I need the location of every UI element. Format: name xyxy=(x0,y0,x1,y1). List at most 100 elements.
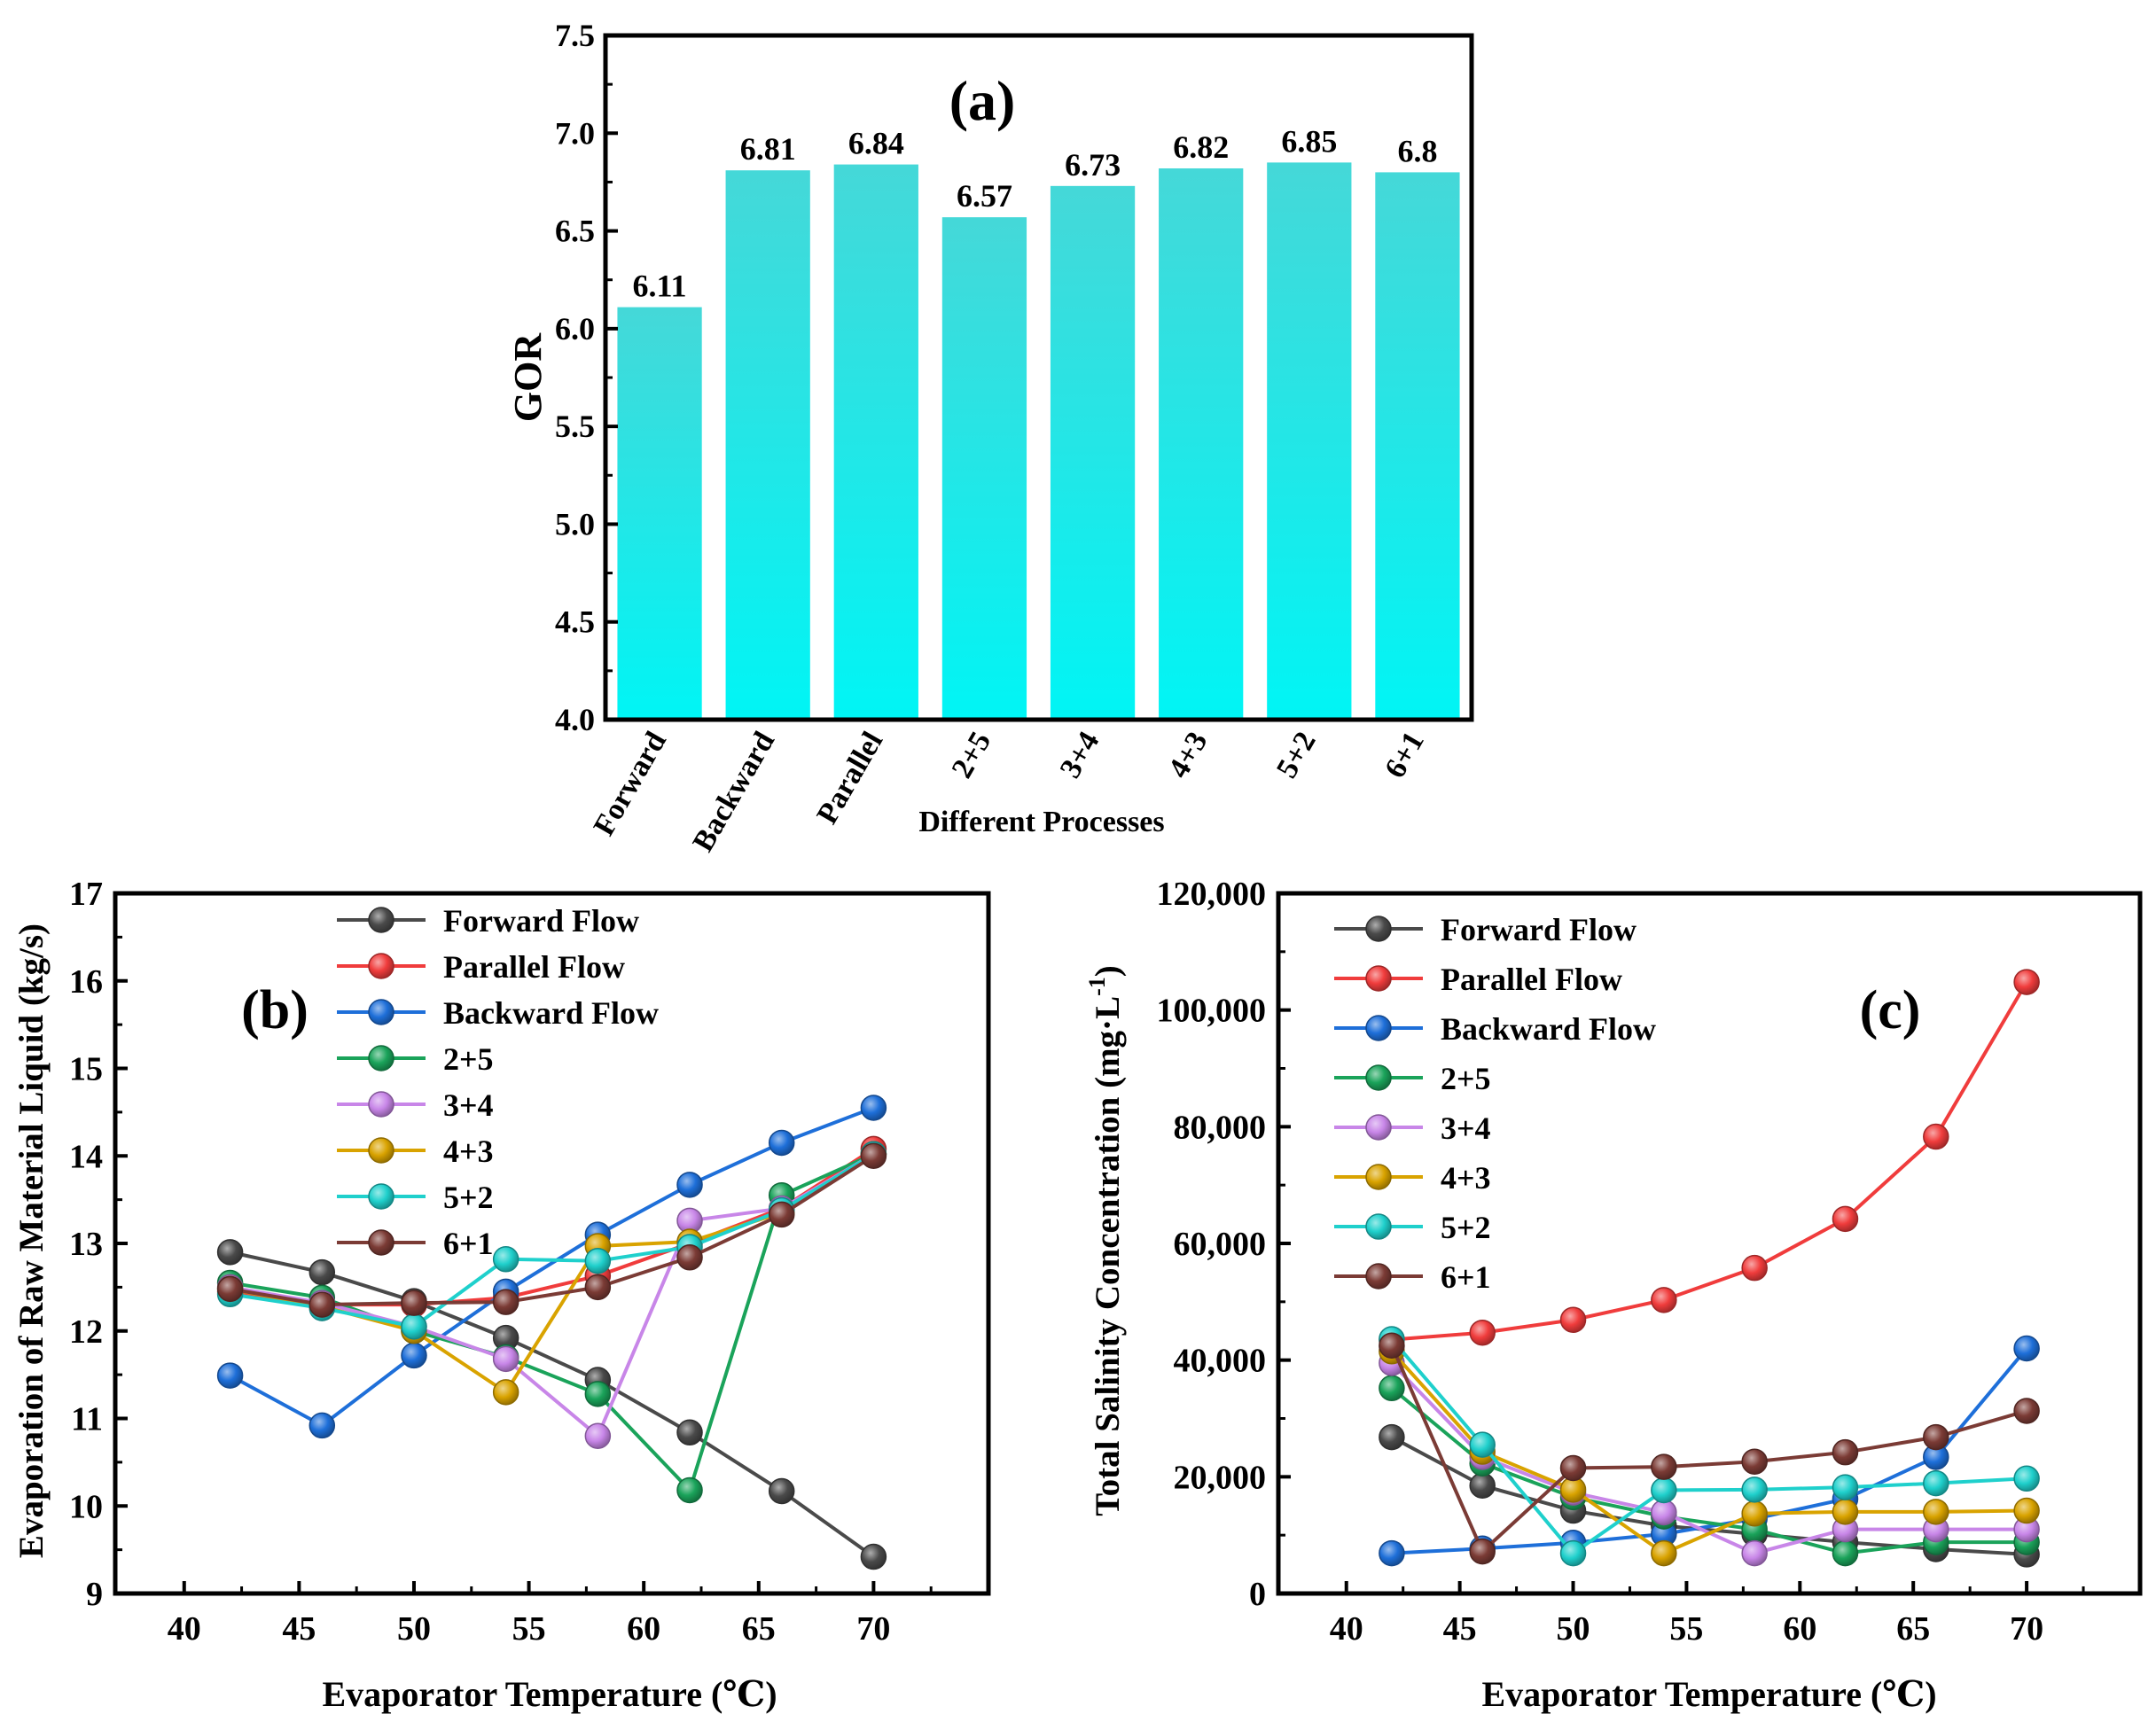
b-y-tick-label: 17 xyxy=(69,876,103,913)
panel-c-line-chart: 020,00040,00060,00080,000100,000120,000 … xyxy=(1084,876,2143,1714)
b-data-point xyxy=(216,1239,244,1266)
b-data-point xyxy=(309,1258,336,1286)
c-legend-marker xyxy=(1365,916,1392,942)
b-x-tick-label: 40 xyxy=(168,1610,201,1648)
b-data-point xyxy=(401,1290,427,1316)
c-series xyxy=(1379,969,2040,1568)
c-series-line xyxy=(1391,1347,2028,1555)
b-data-point xyxy=(768,1201,795,1228)
b-series xyxy=(216,1095,887,1570)
b-x-axis-title: Evaporator Temperature (℃) xyxy=(322,1674,777,1714)
a-x-tick-label: 5+2 xyxy=(1270,727,1323,784)
b-data-point xyxy=(492,1379,519,1406)
a-bars xyxy=(617,162,1460,721)
b-data-point xyxy=(584,1274,612,1301)
c-data-point xyxy=(1832,1438,1859,1466)
b-legend-label: 4+3 xyxy=(443,1134,494,1169)
b-data-point xyxy=(860,1142,887,1169)
a-value-label: 6.81 xyxy=(740,131,796,167)
a-panel-label: (a) xyxy=(949,69,1016,132)
b-data-point xyxy=(492,1289,519,1315)
c-data-point xyxy=(1832,1205,1859,1233)
c-series-6-1 xyxy=(1379,1332,2040,1565)
b-data-point xyxy=(584,1381,612,1407)
c-series-line xyxy=(1390,1435,2027,1556)
c-legend-label: Backward Flow xyxy=(1441,1011,1656,1047)
b-y-tick-label: 16 xyxy=(69,963,103,1001)
c-y-tick-label: 60,000 xyxy=(1174,1226,1267,1263)
b-legend: Forward Flow Parallel Flow Backward Flow 2+… xyxy=(337,903,659,1261)
b-y-ticks: 9 10 11 12 13 14 15 16 17 xyxy=(69,876,128,1613)
a-y-tick-label: 7.0 xyxy=(555,115,595,151)
a-value-labels: 6.11 6.81 6.84 6.57 6.73 6.82 6.85 6.8 xyxy=(633,123,1438,303)
c-legend-marker xyxy=(1365,1015,1392,1041)
c-data-point xyxy=(1741,1477,1768,1503)
c-x-axis-title: Evaporator Temperature (℃) xyxy=(1481,1674,1936,1714)
c-data-point xyxy=(1651,1287,1677,1313)
a-y-tick-label: 4.0 xyxy=(555,702,595,737)
c-y-tick-label: 100,000 xyxy=(1157,993,1267,1030)
c-data-point xyxy=(1651,1499,1677,1526)
b-legend-marker xyxy=(368,1045,394,1071)
b-x-tick-label: 65 xyxy=(742,1610,776,1648)
b-data-point xyxy=(676,1419,703,1446)
c-x-tick-label: 70 xyxy=(2010,1610,2043,1648)
b-data-point xyxy=(584,1248,612,1274)
b-series-line xyxy=(230,1154,875,1307)
c-data-point xyxy=(1469,1431,1496,1458)
b-series-6-1 xyxy=(216,1142,887,1318)
a-bar-3+4 xyxy=(1050,185,1136,721)
c-y-ticks: 0 20,000 40,000 60,000 80,000 100,000 120,000 xyxy=(1157,876,1291,1613)
c-y-tick-label: 40,000 xyxy=(1174,1343,1267,1380)
c-data-point xyxy=(2013,1335,2040,1362)
a-x-tick-label: Backward xyxy=(686,726,781,857)
c-legend: Forward Flow Parallel Flow Backward Flow 2+… xyxy=(1334,912,1656,1295)
b-legend-label: 5+2 xyxy=(443,1180,494,1215)
a-bar-4+3 xyxy=(1159,168,1244,720)
c-data-point xyxy=(1923,1469,1949,1497)
b-data-point xyxy=(676,1172,703,1198)
b-data-point xyxy=(309,1412,336,1439)
c-y-tick-label: 0 xyxy=(1249,1576,1266,1613)
b-legend-label: 3+4 xyxy=(443,1087,494,1123)
a-x-tick-label: 2+5 xyxy=(946,727,998,784)
a-x-tick-label: 4+3 xyxy=(1162,727,1215,784)
c-x-tick-label: 60 xyxy=(1783,1610,1816,1648)
c-data-point xyxy=(1559,1454,1587,1482)
c-data-point xyxy=(2013,969,2040,995)
c-plot-frame xyxy=(1276,891,2143,1596)
a-bar-Forward xyxy=(617,307,702,720)
c-data-point xyxy=(2013,1398,2040,1424)
a-x-tick-label: Forward xyxy=(588,726,673,841)
b-data-point xyxy=(584,1422,612,1449)
b-x-tick-label: 50 xyxy=(397,1610,431,1648)
c-data-point xyxy=(1469,1472,1496,1499)
b-y-tick-label: 15 xyxy=(69,1051,103,1088)
b-y-tick-label: 11 xyxy=(71,1401,103,1438)
b-series-line xyxy=(230,1152,875,1439)
b-plot-frame xyxy=(113,891,991,1596)
b-legend-label: 6+1 xyxy=(443,1226,494,1261)
c-legend-label: 6+1 xyxy=(1441,1259,1491,1295)
c-x-tick-label: 65 xyxy=(1896,1610,1930,1648)
a-y-tick-label: 4.5 xyxy=(555,604,595,640)
c-legend-label: 3+4 xyxy=(1441,1110,1491,1146)
c-y-axis-title: Total Salinity Concentration (mg·L-1) xyxy=(1084,965,1127,1516)
c-data-point xyxy=(1469,1319,1496,1346)
b-legend-label: Backward Flow xyxy=(443,995,659,1031)
b-y-axis-title: Evaporation of Raw Material Liquid (kg/s… xyxy=(12,923,51,1558)
c-legend-marker xyxy=(1365,1114,1392,1141)
c-legend-marker xyxy=(1365,1164,1392,1190)
c-data-point xyxy=(1923,1499,1949,1525)
b-legend-marker xyxy=(368,1091,394,1118)
c-x-tick-label: 50 xyxy=(1557,1610,1590,1648)
b-panel-label: (b) xyxy=(241,980,309,1040)
b-x-tick-label: 60 xyxy=(627,1610,660,1648)
b-legend-label: Parallel Flow xyxy=(443,949,625,985)
a-value-label: 6.11 xyxy=(633,269,687,304)
a-y-tick-label: 6.0 xyxy=(555,311,595,347)
c-data-point xyxy=(1651,1477,1677,1504)
c-series-line xyxy=(1390,1337,2027,1556)
c-data-point xyxy=(2013,1497,2040,1524)
b-y-tick-label: 14 xyxy=(69,1138,103,1175)
